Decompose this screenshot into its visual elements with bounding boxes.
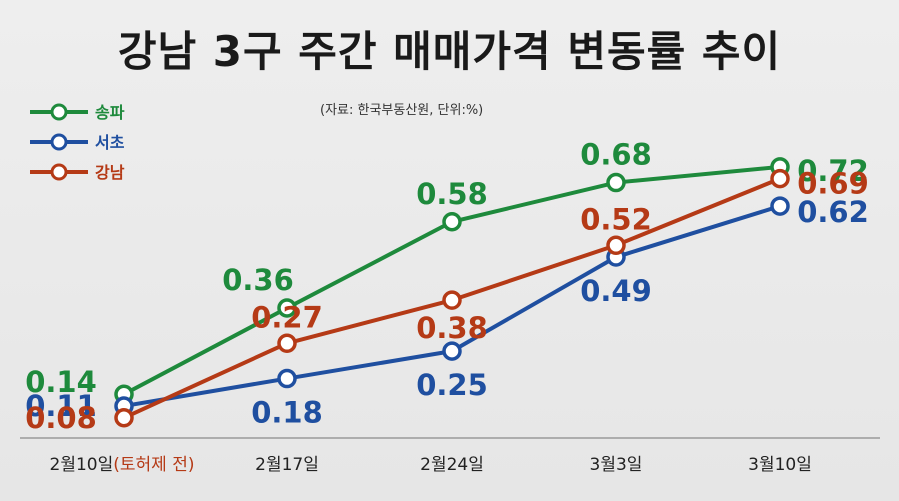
data-label: 0.62 [797, 195, 869, 229]
data-label: 0.08 [25, 401, 97, 435]
x-tick-label: 3월3일 [590, 455, 643, 475]
legend-marker [50, 163, 68, 181]
data-label: 0.58 [416, 177, 488, 211]
data-point [442, 341, 462, 361]
data-label: 0.25 [416, 368, 488, 402]
data-label: 0.72 [797, 154, 869, 188]
chart-source-note: (자료: 한국부동산원, 단위:%) [320, 103, 484, 118]
data-label: 0.36 [222, 263, 294, 297]
data-point [770, 196, 790, 216]
data-point [606, 235, 626, 256]
data-point [277, 298, 297, 318]
data-point [114, 408, 134, 428]
x-tick-label: 2월24일 [420, 455, 484, 475]
data-point [606, 172, 626, 193]
legend-marker [50, 103, 68, 121]
data-label: 0.18 [251, 396, 323, 430]
data-label: 0.52 [580, 202, 652, 236]
data-point [442, 212, 462, 232]
x-tick-label-note: (토허제 전) [113, 455, 194, 475]
data-label: 0.38 [416, 311, 488, 345]
data-label: 0.68 [580, 138, 652, 172]
data-label: 0.69 [797, 167, 869, 201]
chart-title: 강남 3구 주간 매매가격 변동률 추이 [117, 27, 782, 76]
legend-label: 강남 [95, 163, 125, 182]
x-tick-label-date: 2월10일 [50, 455, 114, 475]
x-tick-label: 2월17일 [255, 455, 319, 475]
data-point [770, 168, 790, 189]
legend-label: 송파 [95, 103, 125, 122]
data-point [442, 290, 462, 310]
data-label: 0.14 [25, 365, 97, 399]
x-tick-label: 2월10일(토허제 전) [50, 455, 195, 475]
data-label: 0.11 [25, 389, 97, 423]
x-tick-label: 3월10일 [748, 455, 812, 475]
legend-label: 서초 [95, 133, 125, 152]
data-label: 0.49 [580, 274, 652, 308]
data-point [277, 368, 297, 389]
data-label: 0.27 [251, 300, 323, 334]
legend-marker [50, 133, 68, 151]
data-point [277, 333, 297, 354]
